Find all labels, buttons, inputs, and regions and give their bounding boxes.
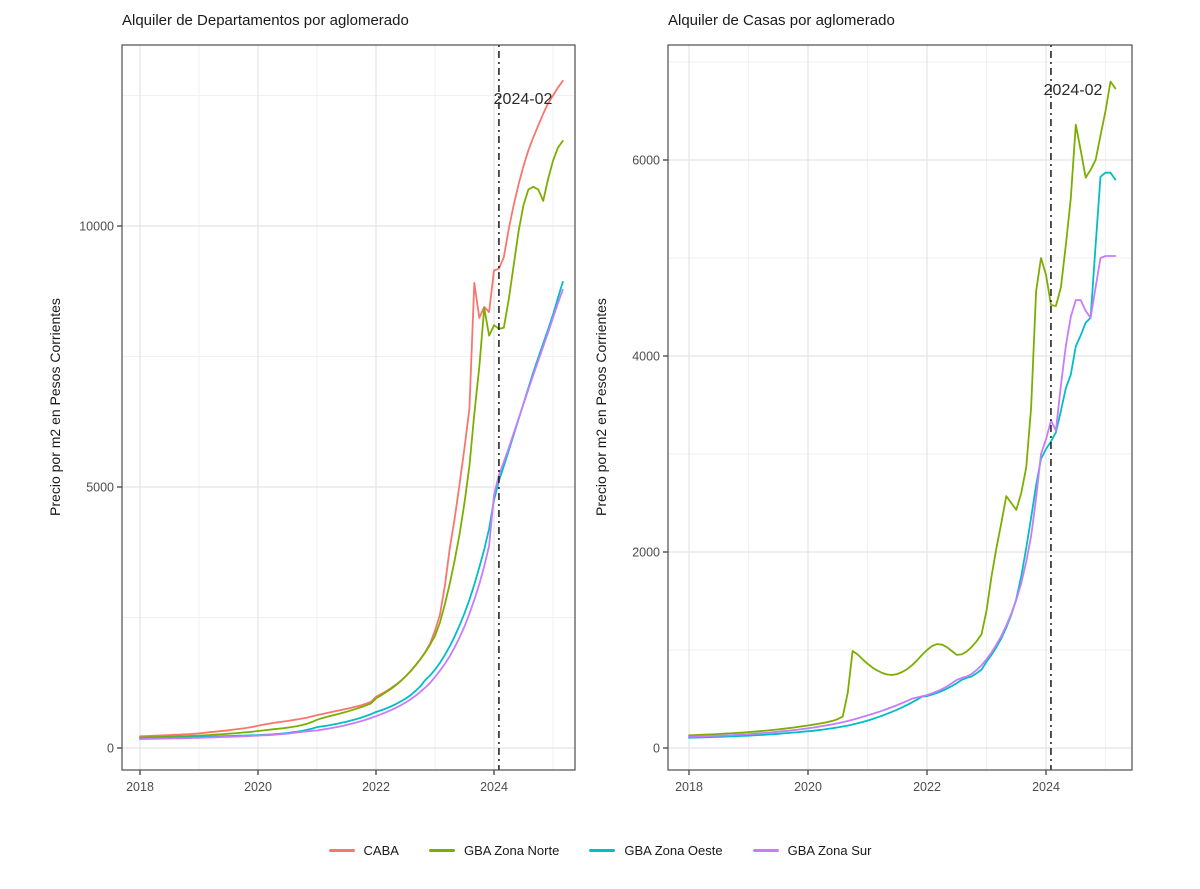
y-tick-label: 0 bbox=[107, 742, 114, 756]
series-line-gba-zona-oeste bbox=[688, 171, 1117, 739]
gba-zona-sur-line-key bbox=[752, 849, 779, 852]
legend-item-gba-zona-oeste: GBA Zona Oeste bbox=[589, 843, 723, 858]
gba-zona-norte-line-key bbox=[428, 849, 455, 852]
right-vline-annotation: 2024-02 bbox=[1043, 82, 1103, 99]
departamentos-chart: 2018 2020 2022 2024 0 5000 10000 bbox=[79, 44, 576, 794]
legend-label-gba-zona-sur: GBA Zona Sur bbox=[787, 843, 872, 858]
x-tick-label: 2024 bbox=[480, 780, 508, 794]
series-line-caba bbox=[139, 80, 564, 738]
x-tick-label: 2022 bbox=[362, 780, 390, 794]
y-tick-label: 0 bbox=[653, 742, 660, 756]
x-tick-label: 2018 bbox=[126, 780, 154, 794]
y-tick-label: 2000 bbox=[632, 546, 660, 560]
x-tick-label: 2018 bbox=[675, 780, 703, 794]
left-vline-annotation: 2024-02 bbox=[493, 91, 553, 108]
panel-border bbox=[667, 44, 1133, 771]
right-chart-title: Alquiler de Casas por aglomerado bbox=[668, 12, 895, 29]
x-tick-label: 2022 bbox=[913, 780, 941, 794]
gba-zona-oeste-line-key bbox=[589, 849, 616, 852]
caba-line-key bbox=[328, 849, 355, 852]
y-tick-label: 6000 bbox=[632, 154, 660, 168]
x-tick-label: 2020 bbox=[794, 780, 822, 794]
left-chart-title: Alquiler de Departamentos por aglomerado bbox=[122, 12, 409, 29]
series-line-gba-zona-norte bbox=[139, 140, 564, 739]
legend-item-gba-zona-norte: GBA Zona Norte bbox=[428, 843, 560, 858]
x-tick-label: 2024 bbox=[1032, 780, 1060, 794]
right-y-axis-label: Precio por m2 en Pesos Corrientes bbox=[593, 298, 609, 516]
x-tick-label: 2020 bbox=[244, 780, 272, 794]
casas-chart: 2018 2020 2022 2024 0 2000 4000 6000 bbox=[632, 44, 1133, 794]
y-tick-label: 5000 bbox=[86, 481, 114, 495]
series-line-gba-zona-norte bbox=[688, 80, 1117, 737]
legend-label-gba-zona-norte: GBA Zona Norte bbox=[463, 843, 560, 858]
legend: CABA GBA Zona Norte GBA Zona Oeste GBA Z… bbox=[0, 843, 1200, 858]
series-line-gba-zona-sur bbox=[688, 255, 1117, 738]
legend-item-gba-zona-sur: GBA Zona Sur bbox=[752, 843, 872, 858]
y-tick-label: 4000 bbox=[632, 350, 660, 364]
legend-item-caba: CABA bbox=[328, 843, 399, 858]
legend-label-caba: CABA bbox=[363, 843, 399, 858]
y-tick-label: 10000 bbox=[79, 220, 114, 234]
legend-label-gba-zona-oeste: GBA Zona Oeste bbox=[624, 843, 723, 858]
left-y-axis-label: Precio por m2 en Pesos Corrientes bbox=[47, 298, 63, 516]
series-line-gba-zona-sur bbox=[139, 288, 564, 740]
panel-border bbox=[121, 44, 576, 771]
